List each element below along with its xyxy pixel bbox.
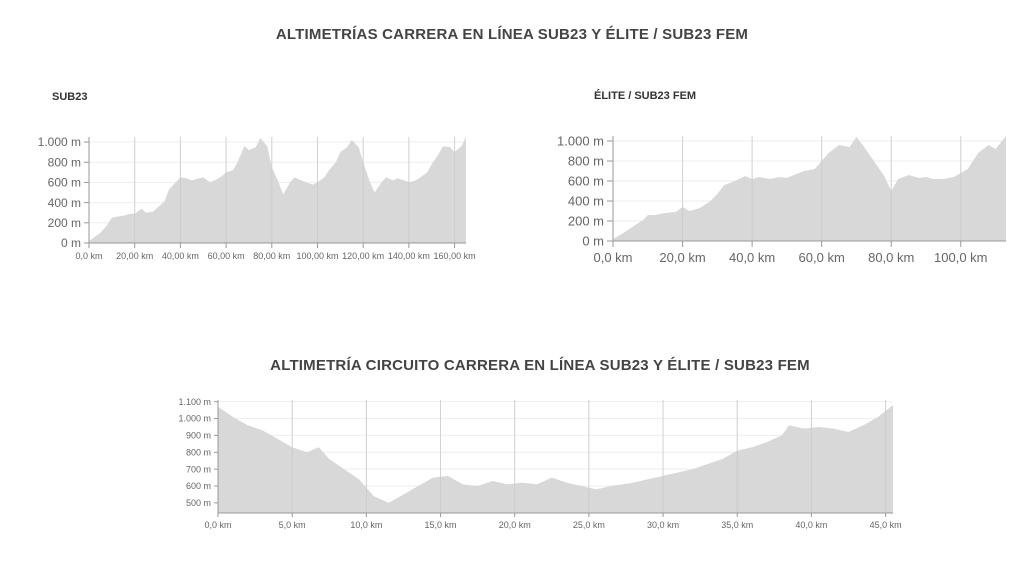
y-tick-label: 0 m (582, 234, 604, 249)
y-tick-label: 1.100 m (178, 397, 211, 407)
x-tick-label: 80,0 km (868, 250, 914, 265)
main-title: ALTIMETRÍAS CARRERA EN LÍNEA SUB23 Y ÉLI… (275, 26, 749, 43)
elevation-area (89, 137, 466, 243)
y-tick-label: 700 m (186, 464, 211, 474)
x-tick-label: 10,0 km (350, 520, 382, 530)
y-tick-label: 200 m (48, 216, 81, 230)
x-tick-label: 60,00 km (208, 251, 245, 261)
x-tick-label: 45,0 km (870, 520, 902, 530)
y-tick-label: 1.000 m (178, 414, 211, 424)
elevation-area (613, 136, 1006, 241)
x-tick-label: 30,0 km (647, 520, 679, 530)
y-tick-label: 600 m (48, 176, 81, 190)
x-tick-label: 35,0 km (721, 520, 753, 530)
y-tick-label: 900 m (186, 431, 211, 441)
y-tick-label: 500 m (186, 498, 211, 508)
y-tick-label: 0 m (61, 236, 81, 250)
x-tick-label: 0,0 km (75, 251, 102, 261)
elevation-area (218, 405, 893, 513)
x-tick-label: 15,0 km (425, 520, 457, 530)
x-tick-label: 40,0 km (729, 250, 775, 265)
x-tick-label: 20,00 km (116, 251, 153, 261)
y-tick-label: 800 m (568, 154, 604, 169)
x-tick-label: 0,0 km (593, 250, 632, 265)
x-tick-label: 20,0 km (499, 520, 531, 530)
x-tick-label: 120,00 km (342, 251, 384, 261)
x-tick-label: 100,00 km (296, 251, 338, 261)
sub23-chart-title: SUB23 (52, 91, 88, 103)
y-tick-label: 1.000 m (557, 134, 604, 149)
y-tick-label: 600 m (568, 174, 604, 189)
x-tick-label: 20,0 km (659, 250, 705, 265)
y-tick-label: 200 m (568, 214, 604, 229)
y-tick-label: 400 m (568, 194, 604, 209)
x-tick-label: 25,0 km (573, 520, 605, 530)
y-tick-label: 800 m (186, 447, 211, 457)
y-tick-label: 1.000 m (38, 135, 81, 149)
x-tick-label: 40,00 km (162, 251, 199, 261)
x-tick-label: 5,0 km (279, 520, 306, 530)
x-tick-label: 0,0 km (204, 520, 231, 530)
circuit-title: ALTIMETRÍA CIRCUITO CARRERA EN LÍNEA SUB… (270, 357, 810, 374)
y-tick-label: 600 m (186, 481, 211, 491)
y-tick-label: 800 m (48, 155, 81, 169)
y-tick-label: 400 m (48, 196, 81, 210)
x-tick-label: 80,00 km (253, 251, 290, 261)
x-tick-label: 60,0 km (799, 250, 845, 265)
x-tick-label: 160,00 km (434, 251, 476, 261)
elite-chart-title: ÉLITE / SUB23 FEM (594, 90, 697, 102)
x-tick-label: 40,0 km (795, 520, 827, 530)
x-tick-label: 140,00 km (388, 251, 430, 261)
x-tick-label: 100,0 km (934, 250, 987, 265)
